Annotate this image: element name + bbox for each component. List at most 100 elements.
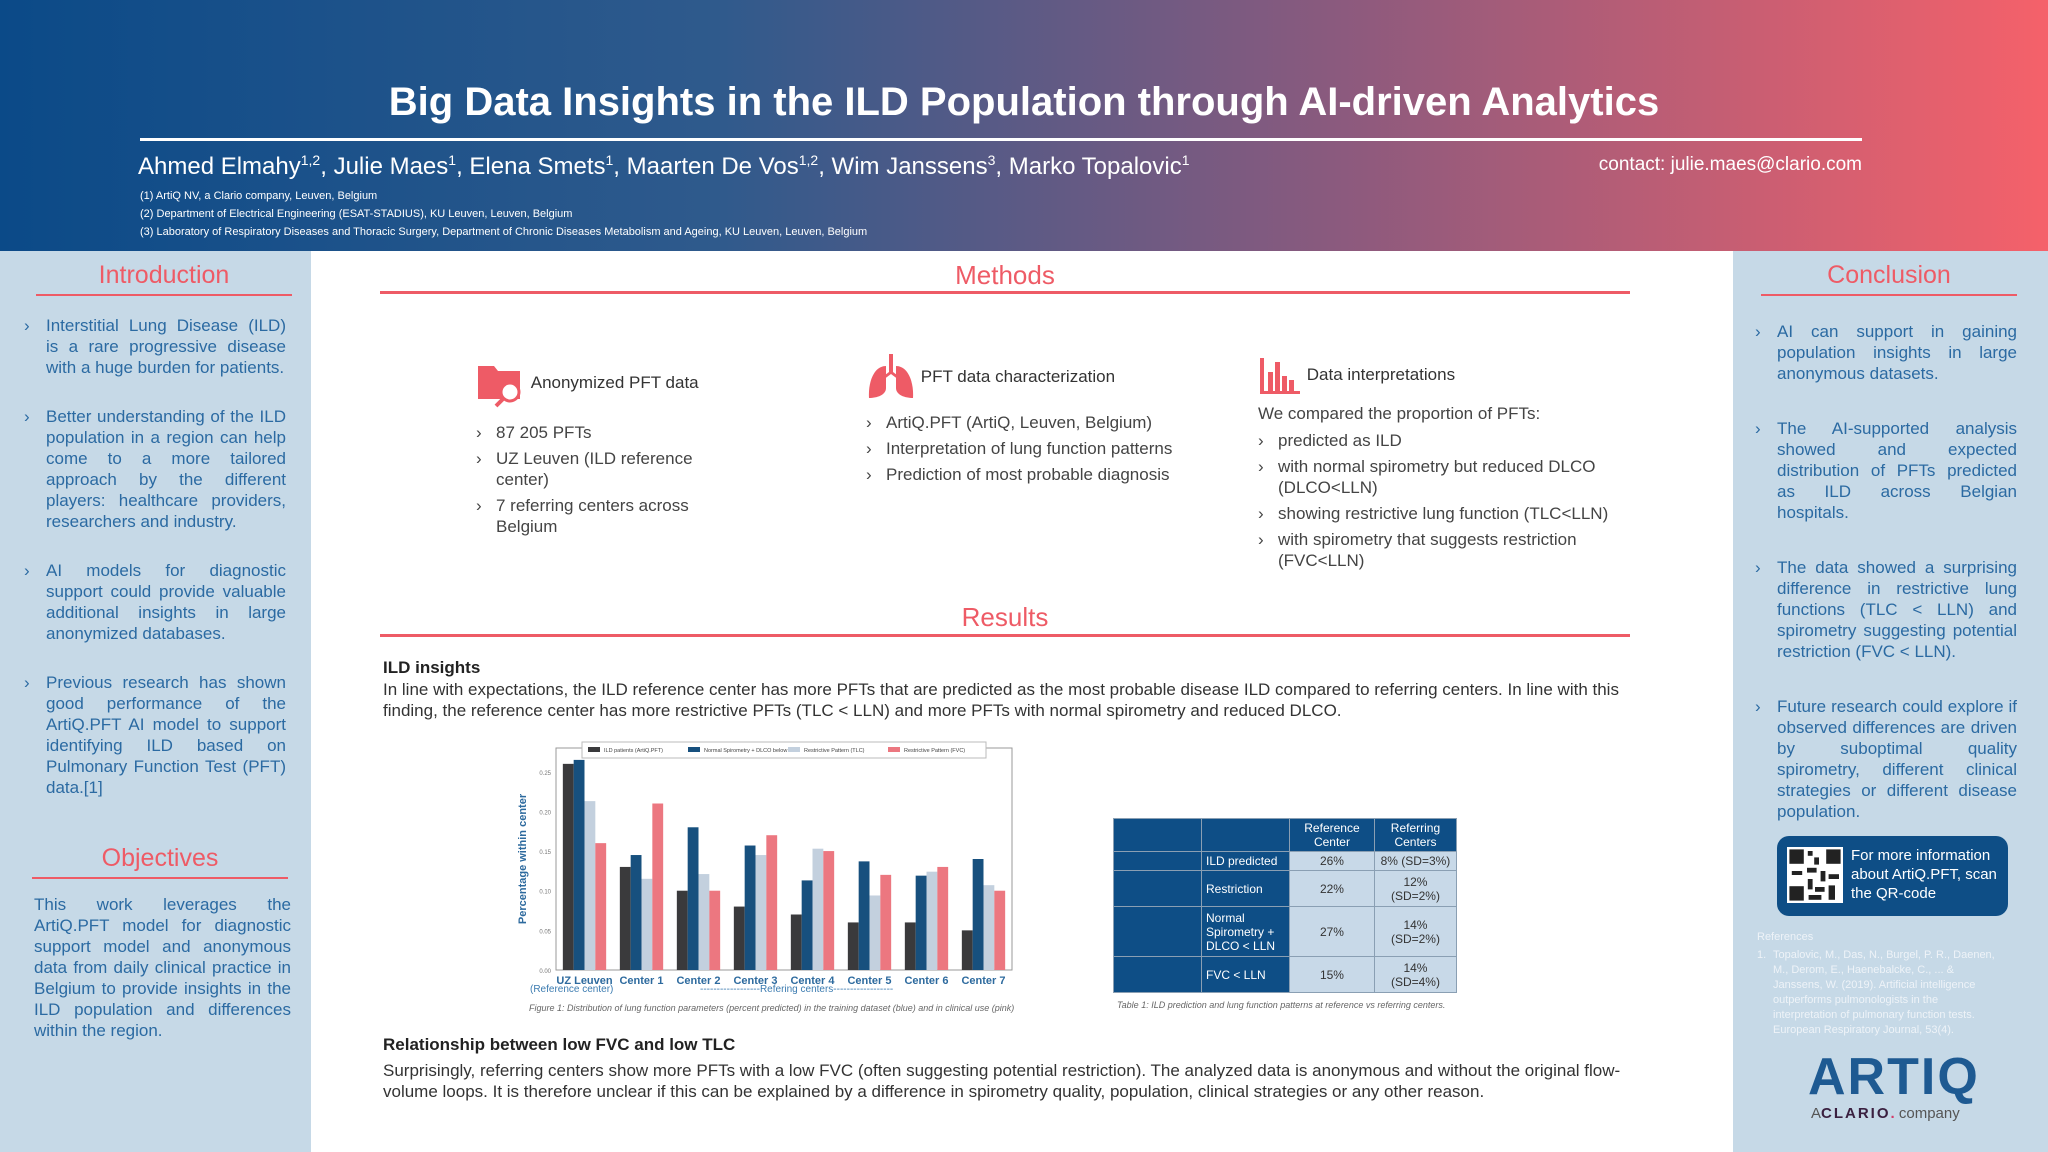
list-item: Previous research has shown good perform…: [24, 672, 286, 798]
cell: 27%: [1289, 906, 1375, 957]
legend-label: Restrictive Pattern (FVC): [904, 748, 965, 754]
bar: [562, 763, 574, 970]
list-item: UZ Leuven (ILD reference center): [476, 448, 736, 490]
bar: [972, 859, 984, 970]
bar-chart: 0.00 0.05 0.10 0.15 0.20 0.25 Percentage withi…: [517, 741, 1013, 987]
bar: [584, 801, 596, 970]
reference-item: 1. Topalovic, M., Das, N., Burgel, P. R.,…: [1757, 949, 1995, 1036]
figure-caption: Figure 1: Distribution of lung function …: [529, 1003, 1015, 1013]
lungs-icon: [868, 354, 914, 398]
cell: 12% (SD=2%): [1373, 870, 1458, 907]
row-label: Restriction: [1201, 870, 1290, 907]
bar: [766, 835, 778, 970]
table-row: Restriction 22% 12% (SD=2%): [1113, 870, 1458, 907]
table-header-row: Reference Center Referring Centers: [1113, 818, 1458, 852]
legend-swatch: [588, 747, 600, 752]
author: Elena Smets1: [469, 152, 614, 180]
list-item: Future research could explore if observe…: [1755, 696, 2017, 822]
author: Julie Maes1: [333, 152, 457, 180]
conclusion-heading: Conclusion: [1761, 261, 2017, 296]
reference-text: Topalovic, M., Das, N., Burgel, P. R., D…: [1773, 949, 1995, 1036]
bar: [847, 922, 859, 970]
x-tick-label: Center 2: [676, 975, 720, 987]
bar: [812, 848, 824, 970]
y-tick-label: 0.25: [539, 771, 551, 777]
author: Wim Janssens3: [831, 152, 996, 180]
x-tick-label: Center 1: [619, 975, 663, 987]
bar: [630, 855, 642, 970]
relationship-heading: Relationship between low FVC and low TLC: [383, 1035, 736, 1054]
bar: [733, 906, 745, 970]
cell: 14% (SD=2%): [1373, 906, 1458, 957]
table-row: ILD predicted 26% 8% (SD=3%): [1113, 851, 1458, 871]
bar: [801, 880, 813, 970]
bar: [961, 930, 973, 970]
author: Ahmed Elmahy1,2: [138, 152, 321, 180]
objectives-heading: Objectives: [32, 844, 288, 879]
list-item: 87 205 PFTs: [476, 422, 736, 443]
qr-info-text: For more information about ArtiQ.PFT, sc…: [1851, 847, 1997, 902]
clario-tagline: ACLARIO. company: [1811, 1105, 1960, 1122]
legend-swatch: [888, 747, 900, 752]
artiq-logo: ARTIQ: [1808, 1048, 1980, 1106]
y-tick-label: 0.15: [539, 850, 551, 856]
bar: [641, 878, 653, 970]
cell: 8% (SD=3%): [1373, 851, 1458, 871]
bar: [687, 827, 699, 970]
x-tick-label: Center 6: [904, 975, 948, 987]
relationship-text: Surprisingly, referring centers show mor…: [383, 1061, 1621, 1101]
bar: [915, 875, 927, 970]
x-tick-label: UZ Leuven: [556, 975, 613, 987]
row-label: FVC < LLN: [1201, 956, 1290, 993]
author: Marko Topalovic1: [1008, 152, 1190, 180]
y-tick-label: 0.05: [539, 929, 551, 935]
bar: [926, 871, 938, 970]
list-item: with spirometry that suggests restrictio…: [1258, 529, 1628, 571]
introduction-list: Interstitial Lung Disease (ILD) is a rar…: [24, 315, 286, 826]
bar: [676, 890, 688, 970]
table-caption: Table 1: ILD prediction and lung functio…: [1117, 1000, 1446, 1010]
results-heading: Results: [961, 602, 1049, 632]
column-header: Reference Center: [1289, 818, 1375, 852]
list-item: ArtiQ.PFT (ArtiQ, Leuven, Belgium): [866, 412, 1206, 433]
table-row: Normal Spirometry + DLCO < LLN 27% 14% (SD…: [1113, 906, 1458, 957]
legend-box: [581, 741, 987, 759]
results-divider: [380, 634, 1630, 637]
row-label: Normal Spirometry + DLCO < LLN: [1201, 906, 1290, 957]
list-item: predicted as ILD: [1258, 430, 1628, 451]
bar: [709, 890, 721, 970]
y-tick-label: 0.00: [539, 969, 551, 975]
bar: [619, 866, 631, 970]
bar: [983, 885, 995, 970]
methods-heading: Methods: [955, 260, 1055, 290]
list-item: AI models for diagnostic support could p…: [24, 560, 286, 644]
results-table: Reference Center Referring Centers ILD p…: [1113, 818, 1458, 993]
list-item: with normal spirometry but reduced DLCO …: [1258, 456, 1628, 498]
list-item: The AI-supported analysis showed and exp…: [1755, 418, 2017, 523]
methods-column-interpretations: Data interpretations We compared the pro…: [1258, 354, 1628, 576]
title-divider: [140, 138, 1862, 141]
legend-swatch: [788, 747, 800, 752]
methods-column-characterization: PFT data characterization ArtiQ.PFT (Art…: [866, 352, 1206, 490]
author-list: Ahmed Elmahy1,2, Julie Maes1, Elena Smet…: [138, 152, 1190, 180]
list-item: Better understanding of the ILD populati…: [24, 406, 286, 532]
affiliation: (3) Laboratory of Respiratory Diseases a…: [140, 226, 868, 238]
bar: [652, 803, 664, 970]
referring-centers-label: ------------------Refering centers------…: [700, 984, 894, 995]
ild-insights-text: In line with expectations, the ILD refer…: [383, 680, 1619, 720]
references-heading: References: [1757, 931, 1814, 943]
bar: [573, 759, 585, 970]
bar: [904, 922, 916, 970]
author: Maarten De Vos1,2: [626, 152, 819, 180]
bar-chart-icon: [1260, 358, 1300, 394]
bar: [755, 855, 767, 970]
qr-info-box[interactable]: For more information about ArtiQ.PFT, sc…: [1777, 836, 2008, 916]
qr-code-icon[interactable]: [1787, 847, 1843, 903]
right-sidebar: Conclusion AI can support in gaining pop…: [1733, 251, 2048, 1152]
legend-swatch: [688, 747, 700, 752]
x-tick-label: Center 4: [790, 975, 835, 987]
bar: [994, 890, 1006, 970]
left-sidebar: Introduction Interstitial Lung Disease (…: [0, 251, 311, 1152]
poster-header: Big Data Insights in the ILD Population …: [0, 0, 2048, 251]
list-item: The data showed a surprising difference …: [1755, 557, 2017, 662]
